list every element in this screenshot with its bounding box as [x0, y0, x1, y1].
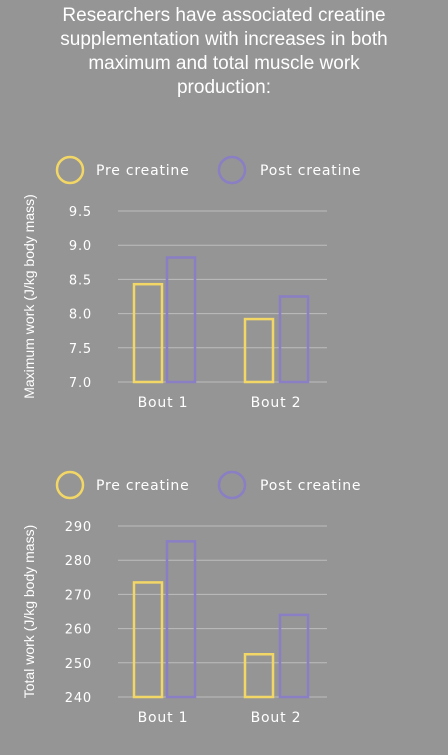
y-tick-label: 270	[65, 588, 92, 603]
legend-marker	[217, 470, 247, 500]
x-tick-label: Bout 2	[251, 395, 302, 411]
title-line: supplementation with increases in both	[60, 29, 388, 50]
x-tick-label: Bout 1	[138, 710, 189, 726]
legend-label: Pre creatine	[96, 478, 190, 494]
bar-pre	[243, 317, 275, 384]
title-line: maximum and total muscle work	[88, 53, 360, 74]
x-tick-label: Bout 2	[251, 710, 302, 726]
y-tick-label: 280	[65, 554, 92, 569]
y-tick-label: 290	[65, 520, 92, 535]
legend-label: Pre creatine	[96, 163, 190, 179]
total-work-chart: Pre creatine Post creatine Total work (J/k…	[21, 470, 361, 726]
title-line: production:	[176, 77, 271, 98]
bar-pre	[243, 653, 275, 699]
y-axis-label: Total work (J/kg body mass)	[21, 525, 37, 699]
y-tick-label: 8.0	[69, 308, 92, 323]
bar-pre	[132, 282, 164, 384]
maximum-work-chart: Pre creatine Post creatine Maximum work (J…	[21, 155, 361, 411]
bar-pre	[132, 581, 164, 699]
y-tick-label: 240	[65, 691, 92, 706]
y-tick-label: 8.5	[69, 273, 92, 288]
y-tick-label: 260	[65, 623, 92, 638]
legend-marker	[55, 470, 85, 500]
page-title: Researchers have associated creatine sup…	[10, 4, 438, 100]
bar-post	[278, 295, 310, 384]
legend-label: Post creatine	[260, 163, 361, 179]
title-line: Researchers have associated creatine	[62, 5, 386, 26]
bar-post	[165, 256, 197, 384]
y-axis-label: Maximum work (J/kg body mass)	[21, 194, 37, 399]
legend-marker	[217, 155, 247, 185]
y-tick-label: 9.5	[69, 205, 92, 220]
legend-label: Post creatine	[260, 478, 361, 494]
y-tick-label: 7.0	[69, 376, 92, 391]
x-tick-label: Bout 1	[138, 395, 189, 411]
y-tick-label: 7.5	[69, 342, 92, 357]
legend-marker	[55, 155, 85, 185]
bar-post	[278, 613, 310, 699]
bar-post	[165, 540, 197, 699]
y-tick-label: 9.0	[69, 239, 92, 254]
y-tick-label: 250	[65, 657, 92, 672]
